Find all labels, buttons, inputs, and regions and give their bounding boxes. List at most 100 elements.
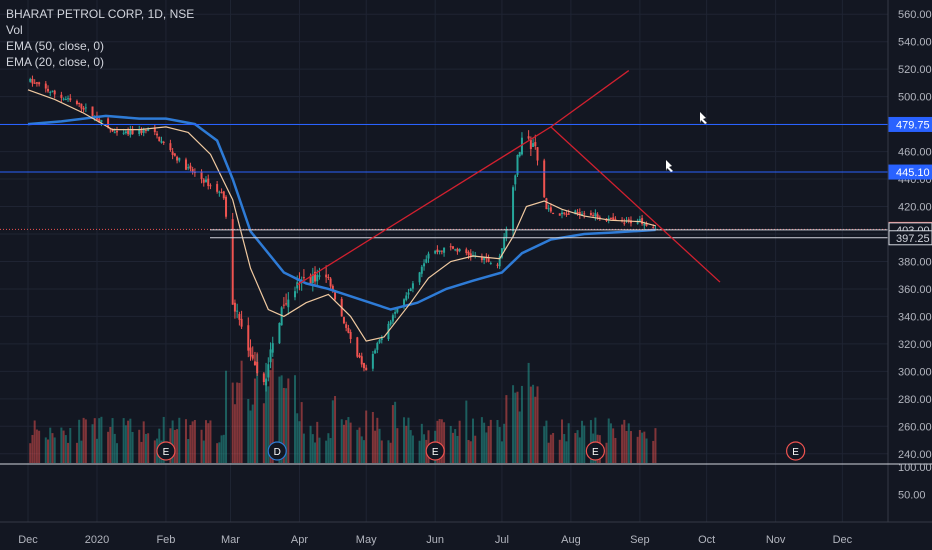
candle-body: [614, 218, 617, 220]
candle-body: [545, 198, 548, 210]
x-tick-label: Nov: [766, 534, 786, 546]
candle-body: [378, 339, 381, 343]
candle-body: [222, 191, 225, 199]
volume-bar: [265, 362, 268, 463]
candle-body: [496, 264, 499, 266]
candle-body: [285, 303, 288, 305]
y-tick-label: 540.00: [898, 37, 932, 49]
volume-bar: [91, 424, 94, 463]
volume-bar: [396, 428, 399, 463]
volume-bar: [342, 424, 345, 463]
candle-body: [371, 353, 374, 369]
y-tick-label: 380.00: [898, 256, 932, 268]
dividend-marker[interactable]: [267, 441, 287, 461]
volume-bar: [327, 433, 330, 463]
volume-bar: [356, 429, 359, 463]
candle-body: [514, 175, 517, 185]
volume-bar: [98, 418, 101, 463]
x-tick-label: Oct: [698, 534, 715, 546]
trend-lines[interactable]: [296, 70, 721, 286]
earnings-marker-label: E: [432, 447, 439, 458]
candle-body: [623, 222, 626, 224]
y-tick-label: 560.00: [898, 9, 932, 21]
trend-line[interactable]: [550, 126, 721, 283]
candle-body: [169, 143, 172, 151]
volume-bar: [78, 419, 81, 463]
volume-bar: [565, 441, 568, 463]
candle-body: [558, 213, 561, 216]
volume-bar: [231, 382, 234, 463]
candle-body: [578, 211, 581, 216]
volume-bar: [561, 419, 563, 463]
volume-bar: [95, 438, 98, 463]
volume-bar: [62, 430, 65, 463]
volume-bar: [411, 435, 414, 463]
candle-body: [218, 191, 221, 193]
volume-bar: [191, 421, 194, 463]
candle-body: [207, 178, 210, 186]
study-ema-50[interactable]: EMA (50, close, 0): [6, 39, 105, 53]
y-tick-label: 320.00: [898, 339, 932, 351]
candle-body: [249, 347, 252, 357]
volume-bar: [124, 425, 127, 463]
study-ema-20[interactable]: EMA (20, close, 0): [6, 55, 105, 69]
candle-body: [116, 131, 118, 133]
volume-bar: [100, 416, 103, 463]
volume-bar: [558, 439, 561, 463]
candle-body: [144, 129, 147, 131]
earnings-marker[interactable]: [425, 441, 445, 461]
candle-body: [641, 218, 644, 224]
candle-body: [131, 128, 134, 135]
x-tick-label: Dec: [18, 534, 38, 546]
volume-bar: [454, 429, 457, 463]
volume-bar: [362, 440, 365, 463]
trend-line[interactable]: [296, 126, 552, 286]
volume-bar: [287, 378, 290, 463]
candle-body: [100, 119, 103, 123]
earnings-marker[interactable]: [786, 441, 806, 461]
volume-bar: [75, 442, 78, 463]
horizontal-levels[interactable]: [0, 123, 888, 239]
volume-bar: [314, 442, 317, 463]
candle-body: [142, 129, 145, 133]
study-vol[interactable]: Vol: [6, 23, 23, 37]
price-label-text: 397.25: [896, 233, 930, 245]
volume-bar: [325, 440, 328, 463]
candle-body: [420, 266, 423, 274]
earnings-marker[interactable]: [585, 441, 605, 461]
candle-body: [405, 295, 408, 301]
candle-body: [49, 92, 52, 94]
y-tick-label: 300.00: [898, 366, 932, 378]
candle-body: [451, 246, 454, 249]
candle-body: [394, 312, 397, 314]
trend-line[interactable]: [550, 70, 630, 128]
candle-body: [138, 129, 141, 135]
candle-body: [356, 337, 359, 357]
volume-bar: [500, 441, 503, 463]
candle-body: [380, 337, 383, 340]
symbol-title[interactable]: BHARAT PETROL CORP, 1D, NSE: [6, 7, 195, 21]
candle-body: [265, 379, 268, 386]
volume-bar: [238, 382, 241, 463]
volume-bar: [480, 417, 483, 463]
volume-bar: [614, 437, 617, 463]
volume-bar: [394, 401, 397, 463]
volume-bar: [489, 419, 492, 463]
volume-bar: [209, 420, 212, 463]
candle-body: [124, 131, 127, 134]
candle-body: [282, 304, 285, 306]
candle-body: [612, 217, 615, 221]
candle-body: [334, 292, 337, 300]
volume-bar: [153, 440, 156, 463]
candle-body: [113, 132, 116, 134]
candle-body: [262, 373, 265, 383]
volume-bar: [113, 433, 116, 463]
volume-bar: [405, 425, 408, 463]
volume-bar: [249, 410, 252, 463]
volume-bar: [543, 426, 546, 463]
y-tick-label: 360.00: [898, 284, 932, 296]
volume-bar: [360, 436, 363, 463]
earnings-marker[interactable]: [156, 441, 176, 461]
